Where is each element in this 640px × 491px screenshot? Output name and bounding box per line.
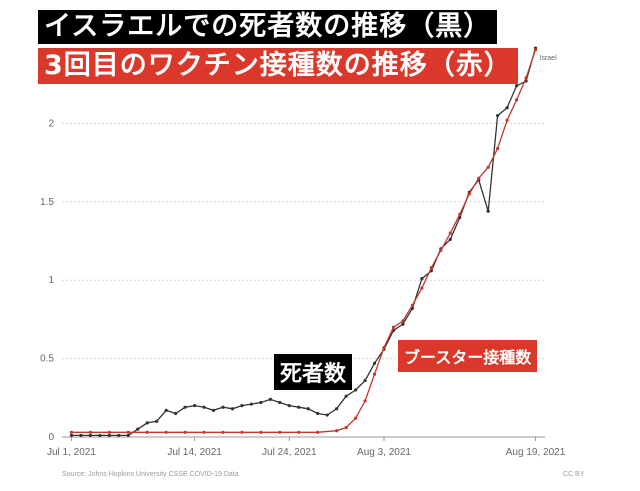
- data-point-deaths: [325, 413, 329, 417]
- data-point-booster: [107, 430, 111, 434]
- y-tick-label: 1.5: [40, 197, 54, 208]
- data-point-deaths: [514, 84, 519, 88]
- data-point-deaths: [211, 408, 216, 412]
- data-point-deaths: [202, 405, 206, 409]
- data-point-deaths: [107, 433, 111, 438]
- data-point-deaths: [221, 405, 225, 409]
- data-point-booster: [477, 176, 481, 180]
- y-tick-label: 1: [48, 275, 54, 286]
- y-tick-label: 2: [48, 118, 54, 129]
- data-point-booster: [259, 430, 263, 434]
- annotation-booster: ブースター接種数: [398, 340, 538, 372]
- data-point-deaths: [316, 411, 320, 416]
- data-point-booster: [514, 98, 519, 102]
- data-point-booster: [410, 303, 415, 307]
- data-point-booster: [335, 429, 339, 433]
- data-point-booster: [183, 430, 187, 434]
- chart-source: Source: Johns Hopkins University CSSE CO…: [62, 471, 239, 478]
- data-point-booster: [297, 430, 301, 434]
- x-tick-label: Jul 1, 2021: [47, 447, 96, 458]
- data-point-deaths: [344, 394, 348, 398]
- data-point-booster: [372, 372, 377, 376]
- data-point-deaths: [192, 404, 197, 408]
- data-point-deaths: [69, 433, 74, 438]
- data-point-booster: [505, 118, 509, 122]
- data-point-deaths: [174, 411, 178, 416]
- data-point-deaths: [183, 405, 187, 409]
- data-point-booster: [363, 399, 367, 403]
- chart-license: CC BY: [563, 471, 585, 478]
- data-point-booster: [458, 212, 462, 216]
- data-point-booster: [496, 146, 500, 151]
- data-point-booster: [344, 425, 348, 430]
- chart-title-booster: 3回目のワクチン接種数の推移（赤）: [38, 48, 518, 84]
- data-point-booster: [202, 430, 206, 434]
- data-point-deaths: [486, 209, 490, 213]
- data-point-deaths: [278, 400, 282, 405]
- data-point-booster: [164, 430, 168, 434]
- data-point-booster: [316, 430, 320, 434]
- data-point-booster: [278, 430, 282, 434]
- data-point-booster: [467, 192, 471, 196]
- data-point-deaths: [420, 277, 424, 281]
- y-axis-ticks: 0 0.5 1 1.5 2: [40, 118, 54, 443]
- data-point-booster: [353, 416, 358, 420]
- data-point-deaths: [249, 402, 254, 406]
- data-point-deaths: [88, 433, 93, 438]
- data-point-booster: [524, 76, 528, 80]
- x-tick-label: Jul 14, 2021: [167, 447, 222, 458]
- data-point-deaths: [363, 378, 367, 383]
- x-tick-label: Aug 3, 2021: [357, 447, 411, 458]
- data-point-deaths: [164, 408, 168, 412]
- series-lines: [69, 46, 538, 438]
- data-point-booster: [420, 286, 424, 290]
- data-point-deaths: [353, 388, 358, 392]
- data-point-booster: [145, 430, 149, 434]
- data-point-booster: [401, 319, 405, 323]
- data-point-booster: [533, 48, 538, 52]
- data-point-booster: [439, 248, 443, 253]
- data-point-deaths: [306, 407, 310, 411]
- data-point-booster: [391, 325, 396, 329]
- data-point-booster: [486, 165, 490, 169]
- data-point-deaths: [145, 421, 149, 425]
- data-point-booster: [126, 430, 130, 434]
- annotation-deaths: 死者数: [274, 354, 353, 390]
- data-point-booster: [240, 430, 244, 434]
- data-point-deaths: [268, 397, 272, 401]
- data-point-booster: [448, 231, 452, 235]
- data-point-booster: [221, 430, 225, 434]
- data-point-booster: [429, 266, 433, 270]
- data-point-deaths: [155, 419, 159, 423]
- data-point-deaths: [401, 322, 405, 326]
- data-point-deaths: [136, 427, 140, 431]
- series-line-booster: [71, 49, 537, 433]
- x-tick-label: Jul 24, 2021: [262, 447, 317, 458]
- x-axis-ticks: Jul 1, 2021 Jul 14, 2021 Jul 24, 2021 Aug 3…: [47, 437, 566, 458]
- chart-title-deaths: イスラエルでの死者数の推移（黒）: [38, 10, 498, 44]
- data-point-deaths: [240, 404, 244, 408]
- data-point-booster: [382, 346, 386, 350]
- data-point-deaths: [496, 113, 500, 118]
- data-point-deaths: [372, 361, 377, 365]
- y-tick-label: 0.5: [40, 354, 54, 365]
- data-point-deaths: [505, 106, 509, 110]
- data-point-deaths: [117, 433, 121, 438]
- data-point-deaths: [126, 433, 130, 438]
- data-point-deaths: [297, 405, 301, 409]
- data-point-deaths: [79, 433, 83, 438]
- y-tick-label: 0: [48, 432, 54, 443]
- data-point-deaths: [98, 433, 102, 438]
- x-tick-label: Aug 19, 2021: [506, 447, 566, 458]
- data-point-deaths: [287, 404, 291, 408]
- data-point-deaths: [448, 237, 452, 242]
- series-label-israel: Israel: [540, 55, 558, 62]
- data-point-deaths: [335, 407, 339, 411]
- gridlines: [62, 122, 545, 438]
- data-point-deaths: [259, 400, 263, 405]
- data-point-booster: [88, 430, 93, 434]
- data-point-deaths: [230, 407, 235, 411]
- data-point-booster: [69, 430, 74, 434]
